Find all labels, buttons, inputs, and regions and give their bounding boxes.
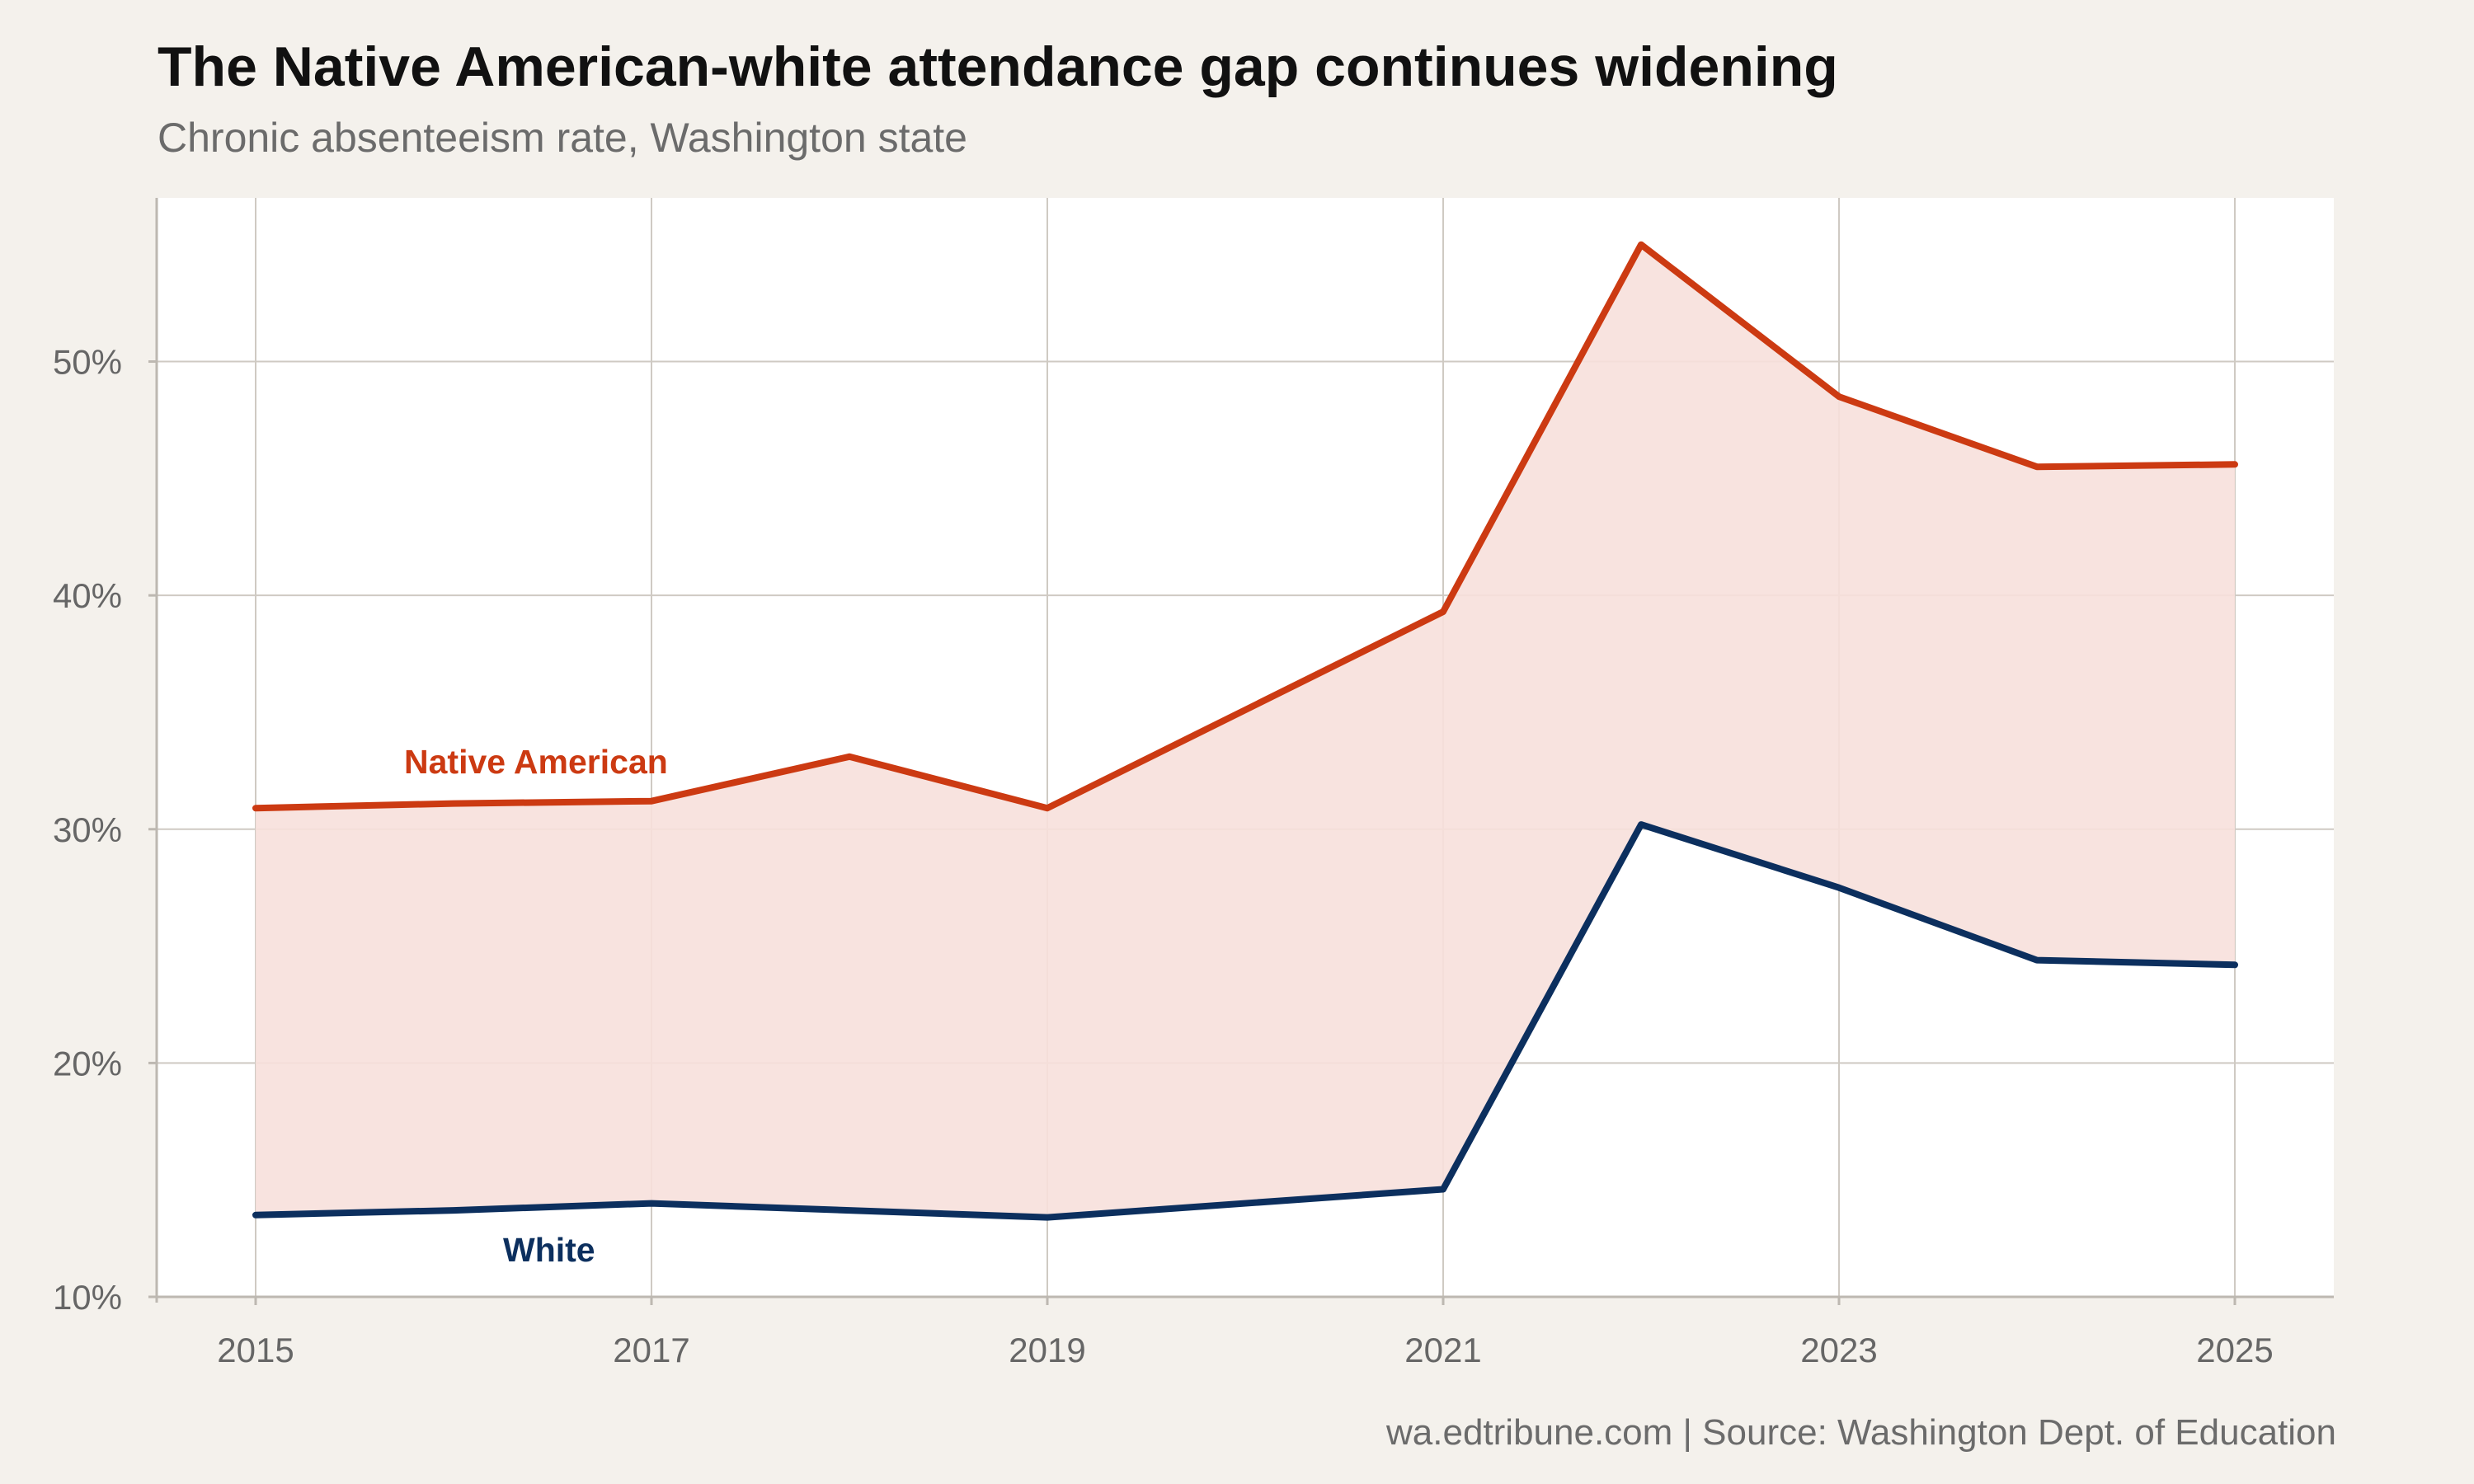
x-tick-label: 2019 bbox=[1009, 1331, 1085, 1369]
y-tick-label: 20% bbox=[53, 1044, 122, 1082]
x-tick-label: 2023 bbox=[1800, 1331, 1877, 1369]
series-label-white: White bbox=[503, 1231, 595, 1269]
chart-subtitle: Chronic absenteeism rate, Washington sta… bbox=[158, 115, 967, 161]
y-tick-label: 30% bbox=[53, 810, 122, 849]
series-line-native-american bbox=[252, 241, 2238, 812]
chart-title: The Native American-white attendance gap… bbox=[158, 35, 1838, 98]
x-tick-label: 2015 bbox=[217, 1331, 294, 1369]
gap-area bbox=[256, 244, 2235, 1218]
x-tick-label: 2017 bbox=[613, 1331, 689, 1369]
chart-caption: wa.edtribune.com | Source: Washington De… bbox=[1386, 1412, 2336, 1453]
y-tick-label: 40% bbox=[53, 576, 122, 615]
series-lines bbox=[252, 241, 2238, 1221]
series-label-native-american: Native American bbox=[404, 743, 668, 781]
x-tick-label: 2021 bbox=[1404, 1331, 1481, 1369]
series-labels: Native American White bbox=[404, 743, 668, 1269]
axis-ticks: 10% 20% 30% 40% 50% 2015 2017 2019 2021 2023 2025 bbox=[53, 343, 2274, 1369]
y-tick-label: 50% bbox=[53, 343, 122, 382]
series-line-white bbox=[252, 821, 2238, 1221]
x-tick-label: 2025 bbox=[2196, 1331, 2273, 1369]
y-tick-label: 10% bbox=[53, 1278, 122, 1317]
